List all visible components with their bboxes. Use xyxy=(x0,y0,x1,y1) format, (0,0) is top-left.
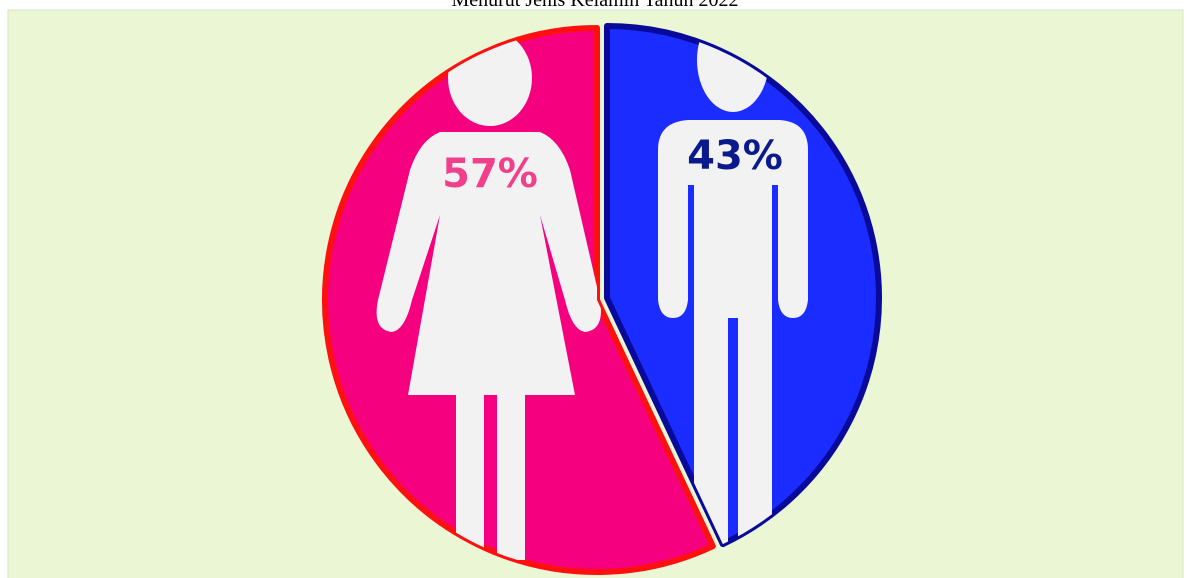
data-label: 57% xyxy=(442,151,538,197)
chart-title: Menurut Jenis Kelamin Tahun 2022 xyxy=(451,0,738,11)
figures xyxy=(376,26,808,560)
data-label: 43% xyxy=(687,133,783,179)
